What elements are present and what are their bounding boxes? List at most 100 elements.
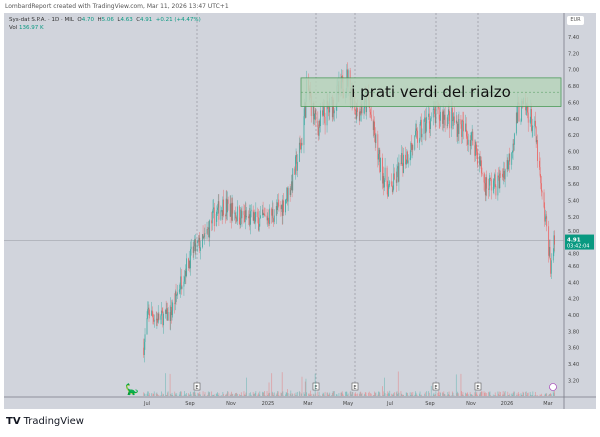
- volume-bar: [200, 394, 201, 396]
- volume-bar: [341, 391, 343, 396]
- volume-bar: [234, 393, 236, 396]
- volume-bar: [472, 394, 474, 396]
- volume-bar: [277, 391, 278, 396]
- candle-body: [291, 181, 292, 191]
- volume-bar: [400, 391, 402, 396]
- volume-bar: [267, 393, 269, 396]
- candle-body: [470, 140, 472, 146]
- candle-body: [420, 119, 422, 138]
- currency-button[interactable]: EUR: [567, 16, 584, 25]
- volume-bar: [403, 395, 404, 396]
- volume-bar: [143, 393, 145, 396]
- candle-body: [447, 115, 449, 126]
- volume-bar: [162, 393, 164, 396]
- candle-body: [432, 108, 434, 118]
- volume-bar: [231, 393, 233, 396]
- candle-body: [222, 199, 224, 216]
- volume-bar: [535, 391, 536, 396]
- earnings-marker[interactable]: [312, 382, 320, 391]
- candle-body: [217, 207, 218, 210]
- candle-body: [152, 314, 154, 318]
- volume-bar: [411, 394, 413, 396]
- volume-bar: [304, 394, 306, 396]
- candle-body: [213, 207, 215, 227]
- volume-bar: [521, 394, 523, 396]
- volume-bar: [322, 392, 324, 396]
- candle-body: [258, 226, 260, 231]
- candle-body: [398, 162, 400, 182]
- earnings-marker[interactable]: [351, 382, 359, 391]
- volume-bar: [537, 395, 538, 396]
- candle-body: [319, 120, 321, 127]
- candle-body: [384, 167, 386, 181]
- volume-bar: [526, 395, 528, 396]
- volume-bar: [354, 393, 356, 396]
- volume-bar: [292, 394, 294, 396]
- candle-body: [198, 237, 200, 242]
- volume-bar: [415, 391, 416, 396]
- candle-body: [418, 139, 420, 143]
- volume-bar: [155, 393, 157, 396]
- candle-body: [471, 132, 472, 141]
- candle-body: [407, 160, 409, 164]
- candle-body: [313, 103, 315, 120]
- dividend-event-icon[interactable]: [549, 383, 557, 391]
- volume-bar: [420, 394, 422, 396]
- candle-body: [300, 142, 302, 150]
- candle-body: [513, 133, 515, 145]
- earnings-marker[interactable]: [193, 382, 201, 391]
- volume-bar: [438, 391, 439, 396]
- volume-bar: [207, 391, 209, 396]
- candle-body: [502, 176, 504, 178]
- candle-body: [400, 162, 402, 164]
- candle-body: [492, 186, 494, 191]
- volume-bar: [309, 394, 311, 396]
- volume-bar: [489, 391, 491, 396]
- candle-body: [430, 118, 432, 129]
- earnings-marker[interactable]: [474, 382, 482, 391]
- volume-bar: [479, 392, 481, 396]
- volume-bar: [230, 395, 232, 396]
- earnings-marker[interactable]: [432, 382, 440, 391]
- volume-bar: [332, 391, 334, 396]
- volume-bar: [273, 394, 275, 396]
- volume-bar: [282, 391, 284, 396]
- volume-bar: [276, 393, 278, 396]
- volume-bar: [387, 391, 389, 396]
- candle-body: [318, 127, 319, 136]
- volume-bar: [397, 393, 399, 396]
- volume-bar: [391, 394, 393, 396]
- volume-bar: [222, 392, 224, 396]
- volume-bar: [463, 395, 464, 396]
- candle-body: [469, 139, 471, 146]
- candle-body: [341, 76, 343, 78]
- candle-body: [162, 313, 164, 326]
- volume-bar: [149, 393, 151, 396]
- volume-bar: [351, 394, 352, 396]
- volume-bar: [529, 391, 531, 396]
- candle-body: [372, 119, 374, 131]
- volume-bar: [486, 393, 488, 396]
- volume-bar: [259, 391, 261, 396]
- volume-bar: [335, 394, 337, 396]
- candle-body: [281, 204, 282, 210]
- candle-body: [484, 183, 486, 196]
- volume-bar: [525, 391, 526, 396]
- price-tick-label: 6.00: [568, 149, 579, 155]
- volume-bar: [481, 391, 483, 396]
- tradingview-logo[interactable]: TV TradingView: [6, 416, 84, 427]
- volume-bar: [271, 391, 273, 396]
- volume-bar: [461, 394, 463, 396]
- candle-body: [452, 120, 454, 122]
- volume-bar: [225, 394, 227, 396]
- volume-bar: [338, 393, 340, 396]
- volume-bar: [520, 393, 522, 396]
- volume-bar: [286, 392, 288, 396]
- volume-bar: [185, 395, 187, 396]
- candle-body: [395, 179, 397, 183]
- candle-body: [463, 121, 464, 132]
- candle-body: [184, 270, 186, 277]
- candle-body: [534, 120, 536, 127]
- candle-body: [497, 175, 499, 196]
